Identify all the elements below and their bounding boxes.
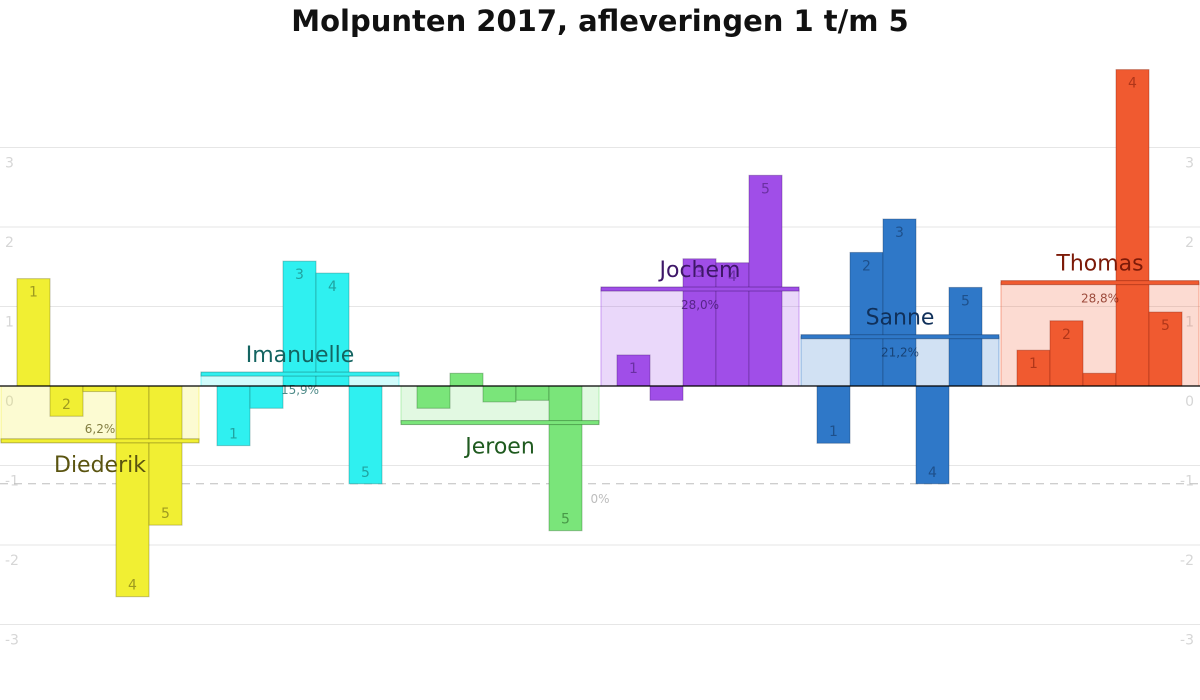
name-label-sanne: Sanne: [866, 306, 935, 331]
bar-label: 4: [928, 465, 937, 481]
bar-jochem-2: [649, 385, 684, 401]
y-tick-label-left: -3: [5, 633, 19, 649]
percent-label-sanne: 21,2%: [881, 346, 919, 360]
threshold-label: 0%: [590, 492, 609, 506]
y-tick-label-left: 2: [5, 235, 14, 251]
mean-line-jeroen: [400, 420, 600, 426]
percent-label-thomas: 28,8%: [1081, 292, 1119, 306]
bar-label: 2: [1062, 327, 1071, 343]
bar-thomas-4: [1115, 69, 1150, 387]
y-tick-label-left: -1: [5, 474, 19, 490]
bar-jochem-5: [748, 174, 783, 387]
y-tick-label-right: -3: [1180, 633, 1194, 649]
bar-label: 4: [128, 578, 137, 594]
bar-diederik-4: [115, 385, 150, 598]
bar-label: 5: [761, 181, 770, 197]
bar-jeroen-2: [449, 372, 484, 387]
bar-jochem-4: [715, 262, 750, 387]
name-label-diederik: Diederik: [54, 453, 146, 478]
bar-diederik-5: [148, 385, 183, 526]
bar-jeroen-5: [548, 385, 583, 532]
y-tick-label-left: 3: [5, 156, 14, 172]
bar-label: 2: [62, 397, 71, 413]
bar-imanuelle-2: [249, 385, 284, 409]
y-tick-label-right: 1: [1185, 315, 1194, 331]
chart-title: Molpunten 2017, afleveringen 1 t/m 5: [291, 4, 909, 38]
bar-label: 4: [728, 269, 737, 285]
y-tick-label-right: -1: [1180, 474, 1194, 490]
bar-label: 5: [1161, 318, 1170, 334]
percent-label-diederik: 6,2%: [85, 422, 116, 436]
bar-label: 3: [895, 225, 904, 241]
bar-label: 1: [29, 285, 38, 301]
bar-label: 3: [295, 267, 304, 283]
bar-jeroen-4: [515, 385, 550, 401]
bar-jeroen-3: [482, 385, 517, 403]
bar-label: 5: [961, 293, 970, 309]
bar-jeroen-1: [416, 385, 451, 409]
percent-label-imanuelle: 15,9%: [281, 383, 319, 397]
bar-label: 2: [862, 258, 871, 274]
bar-label: 1: [1029, 356, 1038, 372]
bar-label: 3: [695, 265, 704, 281]
bar-sanne-4: [915, 385, 950, 485]
bar-label: 5: [161, 506, 170, 522]
y-tick-label-right: 2: [1185, 235, 1194, 251]
y-tick-label-right: 3: [1185, 156, 1194, 172]
name-label-thomas: Thomas: [1055, 252, 1143, 277]
bar-label: 4: [1128, 76, 1137, 92]
y-tick-label-right: -2: [1180, 553, 1194, 569]
y-tick-label-left: 0: [5, 394, 14, 410]
mean-line-diederik: [0, 438, 200, 444]
y-tick-label-left: 1: [5, 315, 14, 331]
bar-label: 1: [229, 427, 238, 443]
mean-line-sanne: [800, 334, 1000, 340]
bar-imanuelle-5: [348, 385, 383, 485]
mean-line-jochem: [600, 286, 800, 292]
bar-sanne-1: [816, 385, 851, 444]
bar-thomas-2: [1049, 320, 1084, 387]
bar-jochem-1: [616, 354, 651, 387]
bar-label: 4: [328, 279, 337, 295]
bar-label: 1: [829, 424, 838, 440]
name-label-jeroen: Jeroen: [463, 435, 535, 460]
bar-sanne-3: [882, 218, 917, 387]
bar-jochem-3: [682, 258, 717, 387]
bar-diederik-1: [16, 278, 51, 387]
percent-label-jochem: 28,0%: [681, 298, 719, 312]
y-tick-label-left: -2: [5, 553, 19, 569]
name-label-jochem: Jochem: [658, 258, 741, 283]
y-tick-label-right: 0: [1185, 394, 1194, 410]
bar-label: 1: [629, 361, 638, 377]
bar-label: 5: [361, 465, 370, 481]
mean-line-imanuelle: [200, 371, 400, 377]
bar-thomas-3: [1082, 372, 1117, 387]
mean-line-thomas: [1000, 280, 1200, 286]
bar-diederik-3: [82, 385, 117, 393]
bar-label: 5: [561, 512, 570, 528]
name-label-imanuelle: Imanuelle: [246, 343, 355, 368]
